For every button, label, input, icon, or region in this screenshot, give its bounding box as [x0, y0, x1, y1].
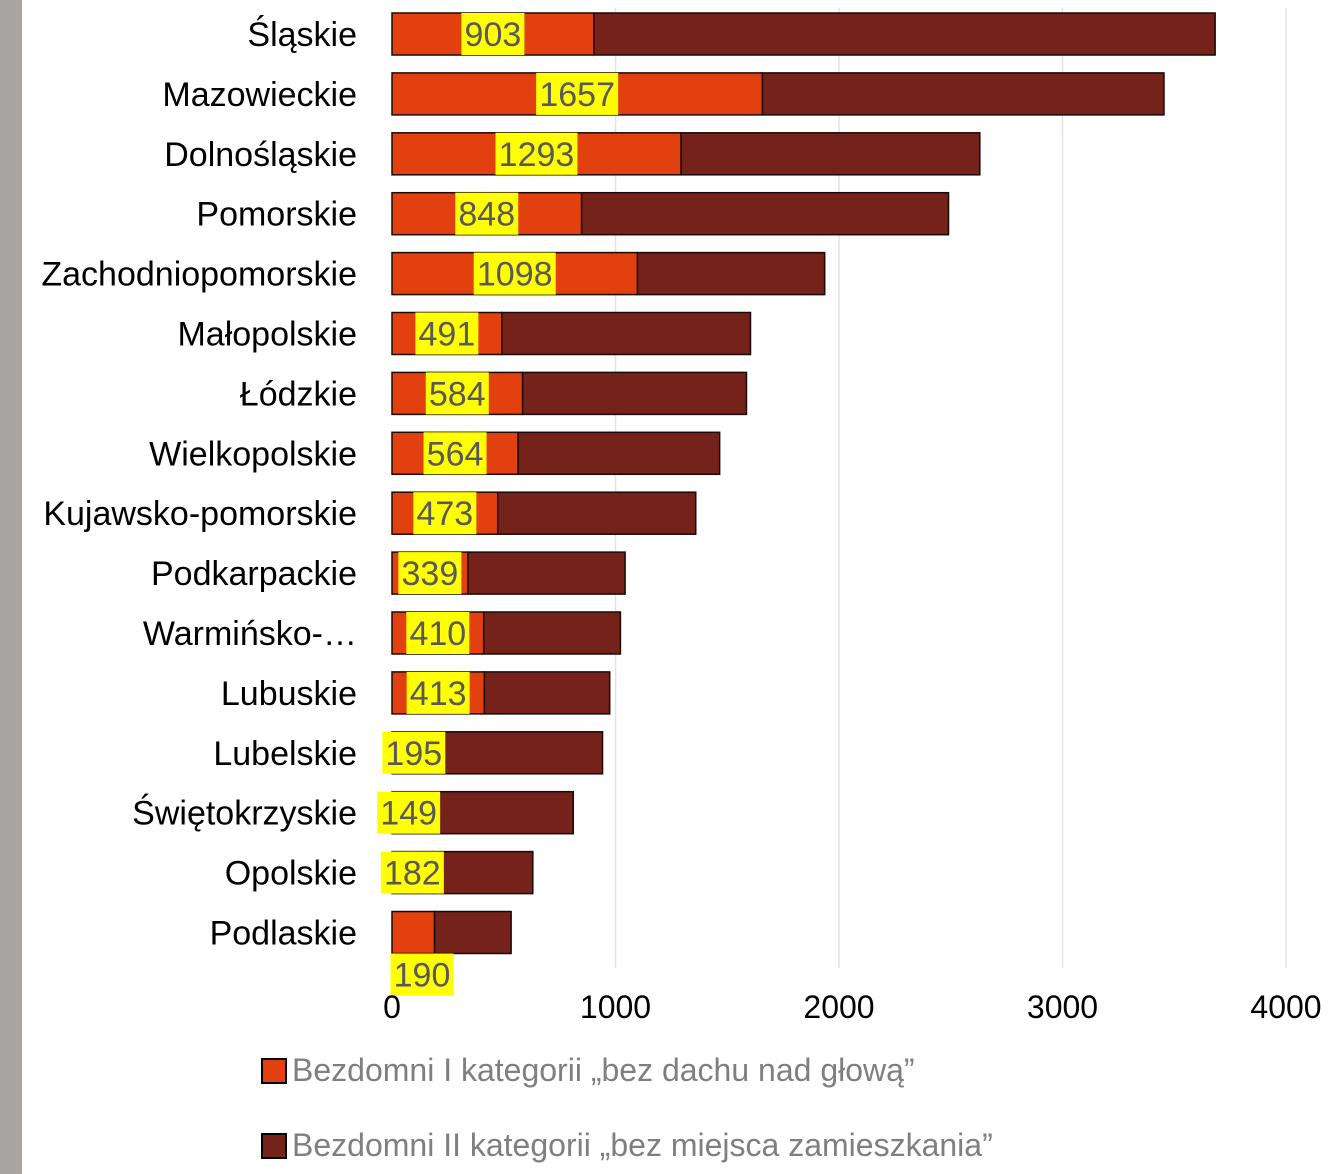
data-label: 1657 [539, 76, 615, 114]
category-label: Wielkopolskie [149, 435, 357, 473]
bar-series2 [496, 491, 697, 535]
data-label-highlight [390, 953, 454, 996]
category-label: Mazowieckie [162, 76, 357, 114]
data-label-highlight [455, 192, 519, 235]
category-label: Opolskie [225, 855, 357, 893]
bar-series2 [636, 251, 826, 296]
bar-series2 [593, 12, 1216, 56]
bar-series2 [500, 311, 752, 356]
data-label-highlight [423, 432, 487, 475]
data-label: 195 [385, 735, 442, 773]
category-label: Dolnośląskie [164, 136, 357, 174]
bar-series2 [580, 191, 950, 236]
x-tick-label: 4000 [1250, 989, 1321, 1025]
data-label-highlight [536, 72, 619, 115]
data-label: 491 [419, 316, 476, 354]
data-label: 584 [429, 375, 486, 413]
data-label-highlight [425, 372, 489, 415]
data-label: 190 [394, 957, 451, 995]
data-label: 410 [409, 615, 466, 653]
x-tick-label: 0 [383, 989, 401, 1025]
bar-series2 [467, 551, 626, 595]
category-label: Podkarpackie [151, 555, 357, 593]
bar-series2 [482, 611, 622, 655]
category-label: Lubelskie [213, 735, 357, 773]
category-label: Kujawsko-pomorskie [43, 495, 357, 533]
category-label: Świętokrzyskie [132, 794, 357, 833]
data-label-highlight [406, 671, 470, 714]
bar-series2 [517, 431, 721, 476]
bar-series2 [431, 850, 534, 895]
bar-series2 [521, 371, 748, 416]
x-tick-label: 3000 [1027, 989, 1098, 1025]
category-label: Łódzkie [240, 375, 357, 413]
data-label-highlight [473, 252, 556, 295]
data-label-highlight [461, 13, 525, 55]
data-label: 182 [384, 855, 441, 893]
category-label: Małopolskie [177, 316, 357, 354]
data-label: 1098 [477, 256, 553, 294]
category-label: Pomorskie [196, 196, 357, 234]
data-label: 413 [410, 675, 467, 713]
data-label: 848 [458, 196, 515, 234]
data-label-highlight [398, 552, 462, 595]
category-label: Lubuskie [221, 675, 357, 713]
legend-label: Bezdomni II kategorii „bez miejsca zamie… [292, 1127, 993, 1163]
category-labels: Śląskie Mazowieckie Dolnośląskie Pomorskie Z… [41, 15, 357, 953]
data-label: 1293 [499, 136, 575, 174]
data-label-highlight [495, 132, 578, 175]
legend-swatch [261, 1133, 287, 1159]
data-label-highlight [380, 851, 444, 894]
x-tick-label: 1000 [580, 989, 651, 1025]
bar-series1 [391, 910, 436, 955]
data-label-highlight [377, 791, 441, 834]
legend: Bezdomni I kategorii „bez dachu nad głow… [261, 1052, 993, 1163]
data-label: 149 [380, 795, 437, 833]
bar-series2 [483, 671, 611, 715]
data-label: 473 [416, 495, 473, 533]
left-edge-strip [0, 0, 22, 1174]
data-label-highlight [413, 492, 477, 535]
bar-series2 [433, 910, 512, 955]
x-axis-ticks: 0 1000 2000 3000 4000 [383, 989, 1321, 1025]
bar-series2 [434, 731, 604, 775]
legend-label: Bezdomni I kategorii „bez dachu nad głow… [292, 1052, 915, 1088]
x-tick-label: 2000 [803, 989, 874, 1025]
data-label-highlight [415, 312, 479, 355]
category-label: Śląskie [247, 15, 357, 54]
bar-series2 [424, 790, 575, 835]
data-label-highlight [406, 612, 470, 654]
bar-series2 [680, 132, 981, 176]
data-label: 903 [465, 16, 522, 54]
data-label: 564 [427, 435, 484, 473]
data-label: 339 [402, 555, 459, 593]
bar-series2 [761, 72, 1165, 116]
category-label: Zachodniopomorskie [41, 256, 357, 294]
legend-swatch [261, 1058, 287, 1084]
category-label: Warmińsko-… [143, 615, 357, 653]
category-label: Podlaskie [210, 915, 357, 953]
data-label-highlight [382, 731, 446, 774]
